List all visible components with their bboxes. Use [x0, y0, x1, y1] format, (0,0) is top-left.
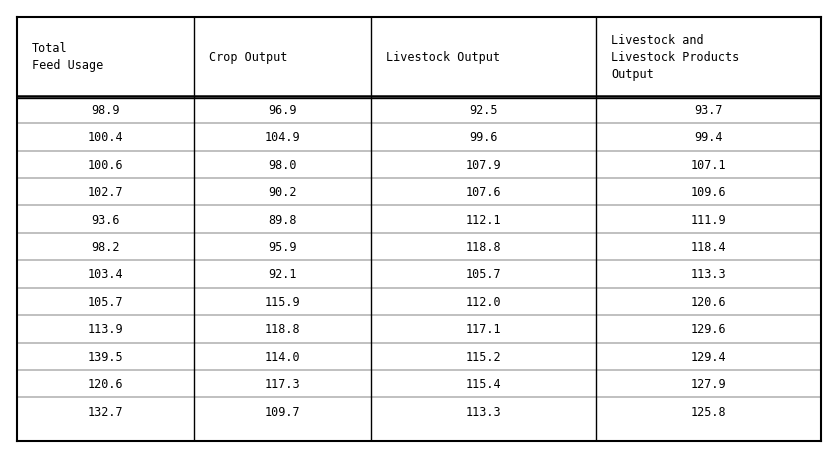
Text: 112.1: 112.1	[466, 213, 501, 226]
Text: 118.8: 118.8	[466, 241, 501, 253]
Text: 98.9: 98.9	[91, 104, 120, 116]
Text: 113.3: 113.3	[691, 268, 727, 281]
Text: 120.6: 120.6	[87, 377, 123, 390]
Text: 117.1: 117.1	[466, 323, 501, 336]
Text: 107.6: 107.6	[466, 186, 501, 199]
Text: 113.9: 113.9	[87, 323, 123, 336]
Text: 109.6: 109.6	[691, 186, 727, 199]
Text: 105.7: 105.7	[87, 295, 123, 308]
Text: 96.9: 96.9	[268, 104, 297, 116]
Text: 89.8: 89.8	[268, 213, 297, 226]
Text: 95.9: 95.9	[268, 241, 297, 253]
Text: 104.9: 104.9	[265, 131, 300, 144]
Text: 129.6: 129.6	[691, 323, 727, 336]
Text: 127.9: 127.9	[691, 377, 727, 390]
Text: 99.6: 99.6	[469, 131, 498, 144]
Text: 103.4: 103.4	[87, 268, 123, 281]
Text: 125.8: 125.8	[691, 405, 727, 418]
Text: 99.4: 99.4	[695, 131, 723, 144]
Text: 100.4: 100.4	[87, 131, 123, 144]
Text: 107.9: 107.9	[466, 158, 501, 172]
Text: Livestock Output: Livestock Output	[385, 51, 499, 64]
Text: 92.1: 92.1	[268, 268, 297, 281]
Text: 93.7: 93.7	[695, 104, 723, 116]
Text: 98.2: 98.2	[91, 241, 120, 253]
Text: 92.5: 92.5	[469, 104, 498, 116]
Text: 132.7: 132.7	[87, 405, 123, 418]
Text: 118.8: 118.8	[265, 323, 300, 336]
Text: 112.0: 112.0	[466, 295, 501, 308]
Text: 100.6: 100.6	[87, 158, 123, 172]
Text: 117.3: 117.3	[265, 377, 300, 390]
Text: 107.1: 107.1	[691, 158, 727, 172]
Text: 115.4: 115.4	[466, 377, 501, 390]
Text: 115.2: 115.2	[466, 350, 501, 363]
Text: Crop Output: Crop Output	[209, 51, 287, 64]
Text: 113.3: 113.3	[466, 405, 501, 418]
Text: 102.7: 102.7	[87, 186, 123, 199]
Text: 105.7: 105.7	[466, 268, 501, 281]
Text: Total
Feed Usage: Total Feed Usage	[32, 42, 103, 72]
Text: 115.9: 115.9	[265, 295, 300, 308]
Text: 114.0: 114.0	[265, 350, 300, 363]
Text: 93.6: 93.6	[91, 213, 120, 226]
Text: 90.2: 90.2	[268, 186, 297, 199]
Text: 120.6: 120.6	[691, 295, 727, 308]
Text: Livestock and
Livestock Products
Output: Livestock and Livestock Products Output	[611, 34, 739, 81]
Text: 111.9: 111.9	[691, 213, 727, 226]
Text: 109.7: 109.7	[265, 405, 300, 418]
Text: 98.0: 98.0	[268, 158, 297, 172]
Text: 118.4: 118.4	[691, 241, 727, 253]
Text: 139.5: 139.5	[87, 350, 123, 363]
Text: 129.4: 129.4	[691, 350, 727, 363]
